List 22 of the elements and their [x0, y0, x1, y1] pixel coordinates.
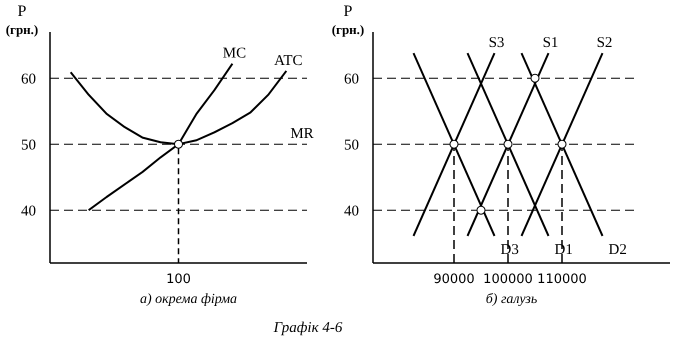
- series-label: D3: [500, 242, 519, 258]
- y-tick-label: 40: [344, 203, 359, 220]
- ref-line-label: MR: [290, 126, 314, 142]
- x-axis-title: б) галузь: [486, 292, 538, 307]
- y-tick-label: 60: [21, 71, 36, 88]
- series-label: ATC: [274, 52, 303, 69]
- series-label: S1: [542, 35, 558, 52]
- y-tick-label: 60: [344, 71, 359, 88]
- series-label: MC: [222, 46, 246, 62]
- series-label: S2: [596, 35, 612, 52]
- y-tick-label: 40: [21, 203, 36, 220]
- x-axis-title: а) окрема фірма: [140, 292, 238, 307]
- y-tick-label: 50: [21, 137, 36, 154]
- x-tick-label: 90000: [433, 272, 475, 287]
- x-tick-label: 100000: [483, 272, 533, 287]
- series-label: D1: [554, 242, 573, 258]
- text: Графік 4-6: [272, 320, 343, 336]
- x-tick-label: 110000: [537, 272, 587, 287]
- y-tick-label: 50: [344, 137, 359, 154]
- series-label: D2: [608, 242, 627, 258]
- series-label: S3: [488, 35, 504, 52]
- x-tick-label: 100: [166, 272, 191, 287]
